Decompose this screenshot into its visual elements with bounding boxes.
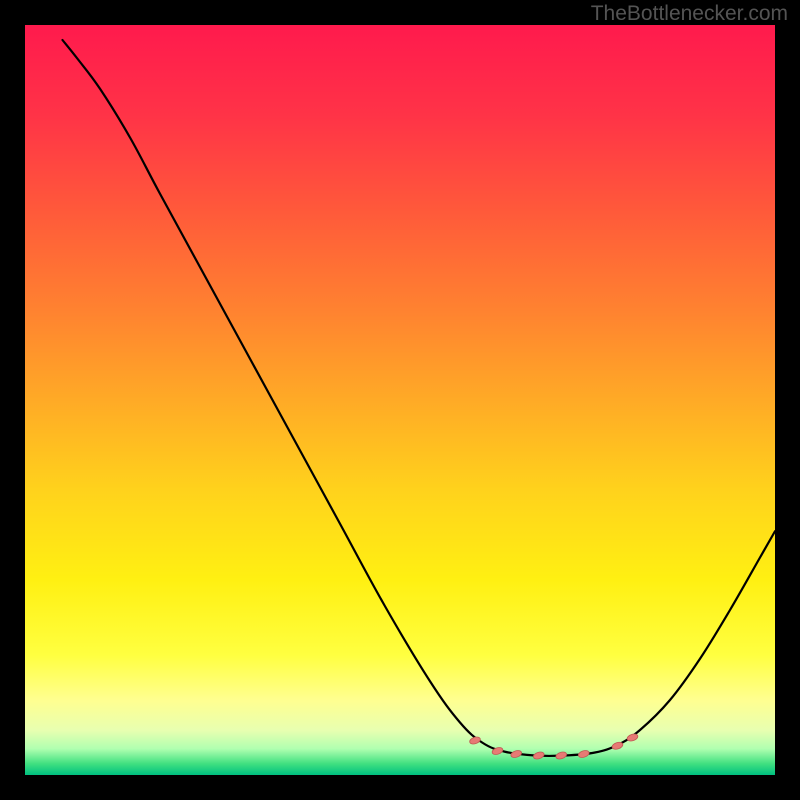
bottleneck-chart	[0, 0, 800, 800]
gradient-background	[25, 25, 775, 775]
watermark-text: TheBottlenecker.com	[591, 2, 788, 26]
